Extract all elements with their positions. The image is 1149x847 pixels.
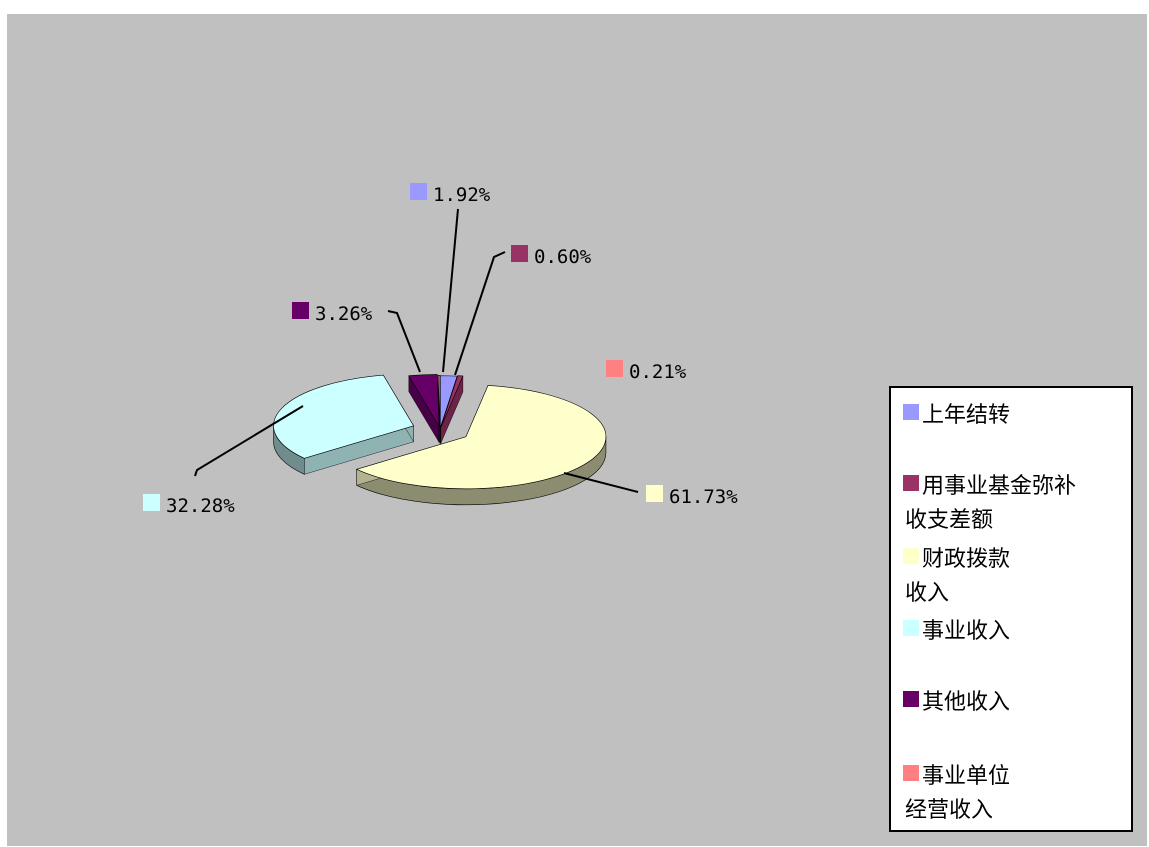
legend-swatch-2 bbox=[903, 548, 919, 564]
leader-lines bbox=[194, 208, 639, 493]
data-label-swatch-5 bbox=[606, 360, 623, 377]
leader-line-1 bbox=[454, 251, 506, 376]
slice-4 bbox=[408, 374, 440, 427]
data-label-0: 1.92% bbox=[433, 184, 491, 206]
legend-label-5: 事业单位 bbox=[922, 764, 1010, 789]
leader-line-0 bbox=[442, 208, 459, 373]
data-label-4: 3.26% bbox=[315, 303, 373, 325]
leader-line-4 bbox=[387, 310, 421, 373]
data-label-swatch-2 bbox=[646, 485, 663, 502]
legend-swatch-5 bbox=[903, 765, 919, 781]
slice-2 bbox=[355, 385, 607, 490]
legend-swatch-4 bbox=[903, 691, 919, 707]
data-label-3: 32.28% bbox=[166, 495, 235, 517]
data-label-5: 0.21% bbox=[629, 361, 687, 383]
legend-label-3: 事业收入 bbox=[922, 619, 1010, 644]
slice-5 bbox=[437, 374, 441, 428]
legend-label-4: 其他收入 bbox=[922, 690, 1010, 715]
legend-label-5-line-2: 经营收入 bbox=[905, 798, 993, 823]
legend-label-2-line-2: 收入 bbox=[905, 581, 949, 606]
slices-layer bbox=[273, 374, 607, 506]
leader-line-3 bbox=[194, 405, 304, 477]
data-label-swatch-0 bbox=[410, 183, 427, 200]
legend-swatch-1 bbox=[903, 475, 919, 491]
data-label-1: 0.60% bbox=[534, 246, 592, 268]
leader-line-2 bbox=[563, 472, 639, 493]
legend-box bbox=[889, 386, 1133, 832]
legend-label-0: 上年结转 bbox=[922, 403, 1010, 428]
legend-label-1-line-2: 收支差额 bbox=[905, 508, 993, 533]
data-labels: 1.92% 0.60% 61.73% 32.28% 3.26% 0.21% bbox=[143, 183, 738, 517]
data-label-swatch-1 bbox=[511, 245, 528, 262]
legend-label-1: 用事业基金弥补 bbox=[922, 474, 1076, 499]
slice-3 bbox=[273, 374, 415, 459]
legend-label-2: 财政拨款 bbox=[922, 547, 1010, 572]
data-label-swatch-3 bbox=[143, 494, 160, 511]
legend-swatch-0 bbox=[903, 404, 919, 420]
slice-1 bbox=[440, 375, 464, 428]
slice-0 bbox=[440, 375, 458, 428]
data-label-swatch-4 bbox=[292, 302, 309, 319]
legend-swatch-3 bbox=[903, 620, 919, 636]
data-label-2: 61.73% bbox=[669, 486, 738, 508]
